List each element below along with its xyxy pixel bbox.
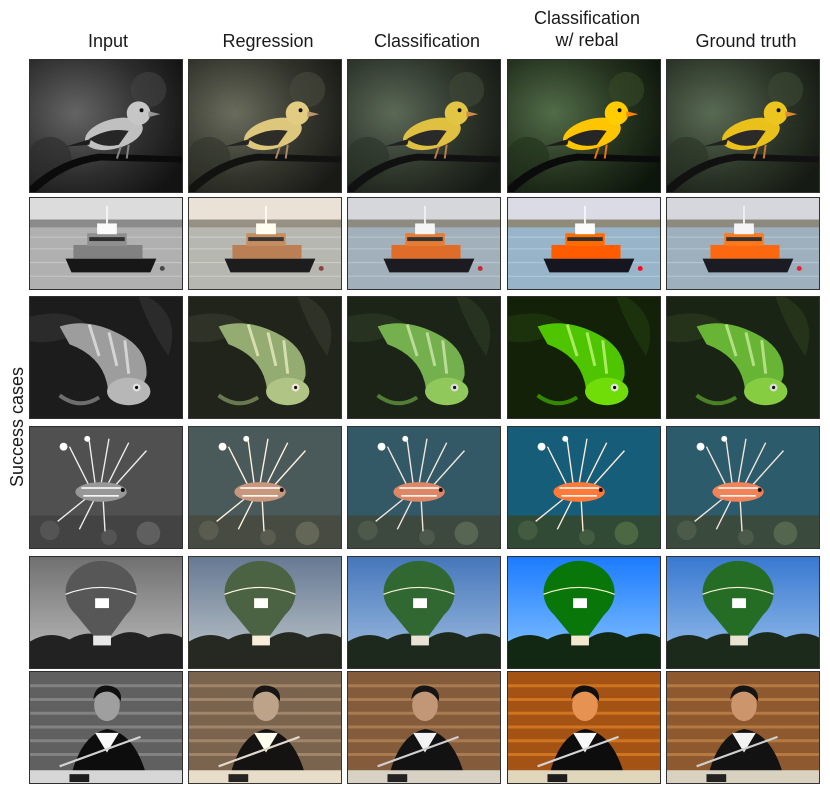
image-chameleon-ground-truth	[666, 296, 820, 419]
image-chameleon-regression	[188, 296, 342, 419]
image-lionfish-input	[29, 426, 183, 549]
image-bird-classification	[347, 59, 501, 193]
row-group-label: Success cases	[6, 282, 28, 572]
image-flute-player-ground-truth	[666, 671, 820, 784]
image-boat-classification	[347, 197, 501, 290]
image-lionfish-regression	[188, 426, 342, 549]
image-boat-classification-rebal	[507, 197, 661, 290]
image-hot-air-balloon-input	[29, 556, 183, 669]
image-boat-input	[29, 197, 183, 290]
image-boat-regression	[188, 197, 342, 290]
image-hot-air-balloon-classification-rebal	[507, 556, 661, 669]
image-flute-player-classification	[347, 671, 501, 784]
image-flute-player-regression	[188, 671, 342, 784]
image-bird-input	[29, 59, 183, 193]
column-header-input: Input	[28, 30, 188, 52]
column-header-classification-rebal: Classification w/ rebal	[507, 7, 667, 51]
image-flute-player-classification-rebal	[507, 671, 661, 784]
image-chameleon-input	[29, 296, 183, 419]
image-chameleon-classification	[347, 296, 501, 419]
column-header-regression: Regression	[188, 30, 348, 52]
image-hot-air-balloon-ground-truth	[666, 556, 820, 669]
image-flute-player-input	[29, 671, 183, 784]
image-lionfish-classification	[347, 426, 501, 549]
image-bird-ground-truth	[666, 59, 820, 193]
image-hot-air-balloon-regression	[188, 556, 342, 669]
image-chameleon-classification-rebal	[507, 296, 661, 419]
image-lionfish-ground-truth	[666, 426, 820, 549]
column-header-classification: Classification	[347, 30, 507, 52]
image-bird-regression	[188, 59, 342, 193]
image-lionfish-classification-rebal	[507, 426, 661, 549]
image-bird-classification-rebal	[507, 59, 661, 193]
image-boat-ground-truth	[666, 197, 820, 290]
column-header-ground-truth: Ground truth	[666, 30, 826, 52]
image-hot-air-balloon-classification	[347, 556, 501, 669]
